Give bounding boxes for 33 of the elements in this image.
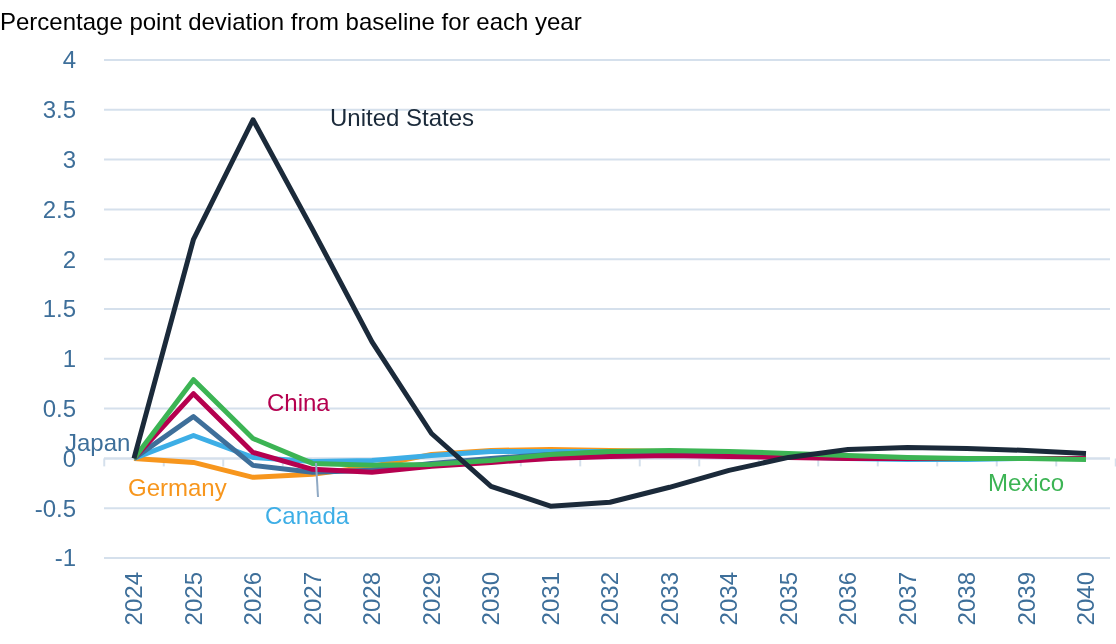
x-tick-label: 2036 (834, 572, 861, 626)
y-tick-label: 1.5 (42, 295, 76, 323)
y-tick-label: 2 (62, 245, 76, 273)
x-tick-label: 2040 (1072, 572, 1099, 626)
series-label: China (267, 389, 331, 416)
x-tick-label: 2033 (655, 572, 683, 626)
x-tick-label: 2035 (774, 572, 802, 626)
x-tick-label: 2032 (596, 572, 623, 626)
y-tick-label: -0.5 (34, 494, 76, 522)
chart-title: Percentage point deviation from baseline for each year (0, 8, 582, 35)
series-label: Canada (265, 502, 350, 529)
x-tick-label: 2034 (715, 572, 742, 626)
x-tick-label: 2026 (239, 572, 266, 626)
y-tick-label: 2.5 (42, 195, 76, 223)
x-tick-label: 2031 (536, 572, 564, 626)
y-tick-label: -1 (54, 544, 76, 572)
x-tick-label: 2027 (298, 572, 326, 626)
y-tick-label: 0.5 (42, 395, 76, 422)
x-tick-label: 2037 (893, 572, 921, 626)
x-tick-label: 2028 (358, 572, 385, 626)
series-label: Germany (128, 474, 227, 501)
x-tick-label: 2038 (953, 572, 980, 626)
x-tick-label: 2030 (477, 572, 504, 626)
x-tick-label: 2025 (179, 572, 207, 626)
y-tick-label: 4 (62, 46, 76, 74)
y-tick-label: 3.5 (42, 96, 76, 124)
x-tick-label: 2039 (1012, 572, 1040, 626)
x-tick-label: 2024 (120, 572, 147, 626)
text: United States (330, 104, 475, 131)
y-tick-label: 1 (62, 345, 76, 373)
y-tick-label: 3 (62, 146, 76, 173)
x-tick-label: 2029 (417, 572, 445, 626)
series-label: Mexico (988, 469, 1065, 496)
